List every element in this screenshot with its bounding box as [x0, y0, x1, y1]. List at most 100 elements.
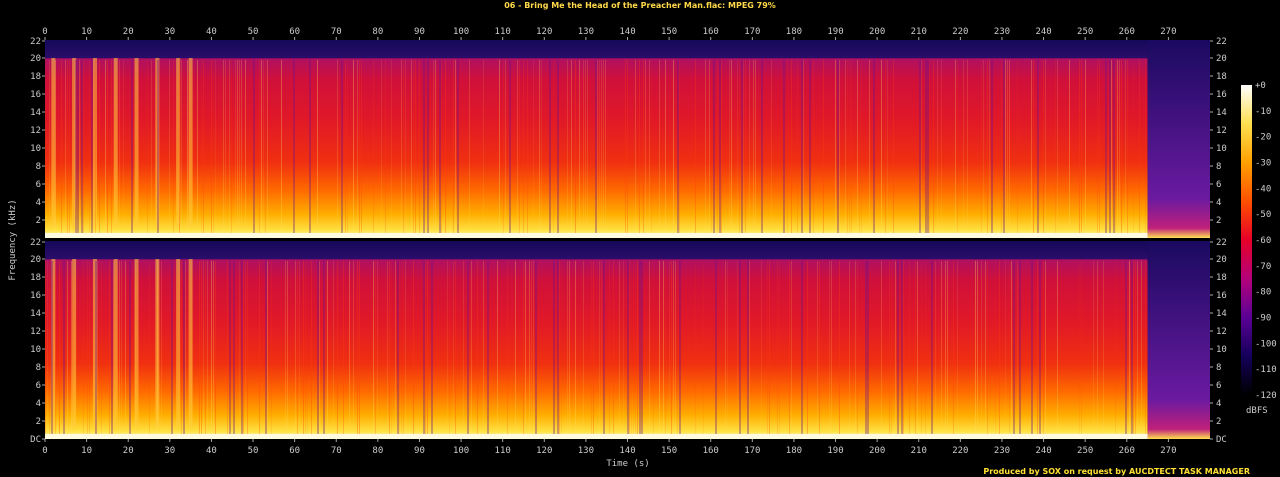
- y-tick-label-right: 8: [1216, 162, 1221, 172]
- colorbar-tick-label: -70: [1255, 262, 1271, 272]
- y-tick-label-left: 22: [30, 37, 41, 47]
- y-tick-label-left: 16: [30, 291, 41, 301]
- texture-streak: [665, 59, 666, 238]
- texture-gap: [323, 260, 325, 439]
- texture-streak: [743, 59, 744, 238]
- texture-streak: [845, 59, 846, 238]
- texture-gap: [317, 260, 319, 439]
- x-tick-label-top: 230: [994, 27, 1010, 37]
- texture-streak: [575, 260, 576, 439]
- texture-streak: [963, 59, 964, 238]
- texture-gap: [679, 260, 681, 439]
- texture-streak: [359, 59, 360, 238]
- texture-streak: [1127, 59, 1128, 238]
- texture-streak: [483, 260, 484, 439]
- texture-streak: [601, 59, 602, 238]
- texture-streak: [1147, 260, 1148, 439]
- colorbar: +0 -10 -20 -30 -40 -50 -60 -70 -80 -90 -100 -110 -12…: [1241, 81, 1277, 401]
- texture-streak: [1007, 59, 1008, 238]
- texture-gap: [233, 260, 235, 439]
- x-tick-label-top: 140: [619, 27, 635, 37]
- texture-streak: [1001, 59, 1002, 238]
- texture-streak: [215, 59, 216, 238]
- texture-streak: [179, 59, 180, 238]
- x-tick-label-bottom: 270: [1160, 446, 1176, 456]
- texture-streak: [523, 260, 524, 439]
- texture-streak: [295, 260, 296, 439]
- texture-streak: [477, 260, 478, 439]
- texture-streak: [709, 59, 710, 238]
- texture-streak: [859, 59, 860, 238]
- texture-streak: [653, 260, 654, 439]
- intro-pulse: [72, 259, 77, 428]
- texture-gap: [423, 59, 425, 238]
- texture-streak: [469, 59, 470, 238]
- texture-streak: [881, 59, 882, 238]
- texture-streak: [755, 59, 756, 238]
- texture-gap: [873, 59, 875, 238]
- texture-streak: [839, 59, 840, 238]
- low-frequency-band: [45, 434, 1148, 439]
- x-tick-label-top: 40: [206, 27, 217, 37]
- texture-streak: [259, 260, 260, 439]
- texture-streak: [205, 260, 206, 439]
- texture-streak: [1119, 59, 1120, 238]
- texture-streak: [55, 260, 56, 439]
- intro-pulse: [155, 259, 160, 428]
- y-tick-label-right: 2: [1216, 216, 1221, 226]
- texture-gap: [931, 260, 933, 439]
- texture-gap: [867, 260, 869, 439]
- texture-streak: [161, 260, 162, 439]
- texture-gap: [927, 59, 929, 238]
- y-tick-label-left: 6: [36, 381, 41, 391]
- texture-streak: [817, 260, 818, 439]
- texture-streak: [69, 59, 70, 238]
- intro-pulse: [176, 58, 181, 227]
- texture-streak: [1005, 260, 1006, 439]
- texture-streak: [235, 59, 236, 238]
- x-tick-label-top: 250: [1077, 27, 1093, 37]
- texture-gap: [897, 260, 899, 439]
- texture-streak: [1043, 260, 1044, 439]
- y-tick-label-right: 22: [1216, 238, 1227, 248]
- texture-streak: [1097, 59, 1098, 238]
- x-tick-label-top: 0: [42, 27, 47, 37]
- texture-streak: [745, 59, 746, 238]
- colorbar-gradient: [1241, 85, 1252, 395]
- texture-streak: [695, 260, 696, 439]
- x-tick-label-bottom: 100: [453, 446, 469, 456]
- texture-streak: [61, 59, 62, 238]
- colorbar-label: dBFS: [1246, 406, 1268, 416]
- x-tick-label-top: 270: [1160, 27, 1176, 37]
- texture-streak: [929, 59, 930, 238]
- texture-streak: [287, 260, 288, 439]
- texture-streak: [419, 59, 420, 238]
- texture-streak: [823, 59, 824, 238]
- texture-streak: [767, 260, 768, 439]
- y-tick-label-left: 2: [36, 417, 41, 427]
- texture-streak: [67, 59, 68, 238]
- texture-streak: [89, 260, 90, 439]
- texture-gap: [553, 260, 555, 439]
- texture-streak: [265, 59, 266, 238]
- intro-pulse: [176, 259, 181, 428]
- texture-streak: [303, 260, 304, 439]
- y-tick-label-left: 14: [30, 309, 41, 319]
- x-tick-label-bottom: 110: [495, 446, 511, 456]
- x-tick-label-bottom: 20: [123, 446, 134, 456]
- low-frequency-band: [45, 233, 1148, 238]
- texture-streak: [553, 59, 554, 238]
- texture-streak: [957, 59, 958, 238]
- x-tick-label-bottom: 40: [206, 446, 217, 456]
- texture-streak: [561, 260, 562, 439]
- texture-streak: [651, 59, 652, 238]
- texture-streak: [995, 260, 996, 439]
- texture-streak: [559, 260, 560, 439]
- texture-streak: [869, 59, 870, 238]
- texture-streak: [73, 59, 74, 238]
- texture-streak: [105, 59, 106, 238]
- y-tick-label-right: 8: [1216, 363, 1221, 373]
- chart-title: 06 - Bring Me the Head of the Preacher M…: [504, 1, 776, 10]
- texture-streak: [245, 260, 246, 439]
